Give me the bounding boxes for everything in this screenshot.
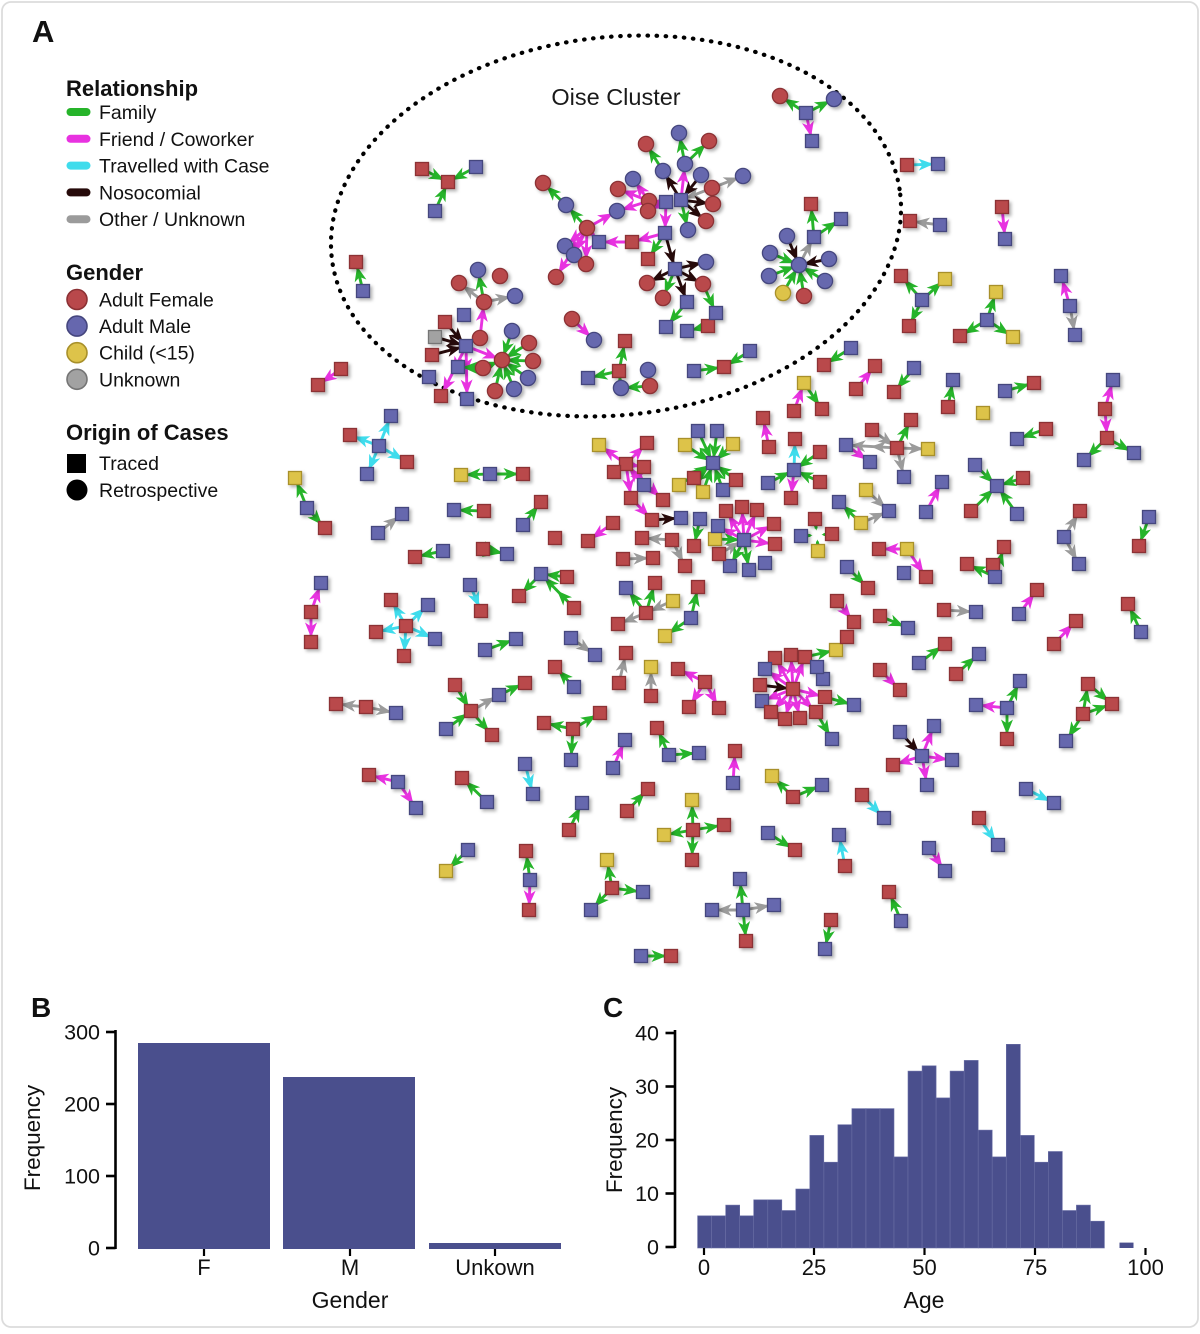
svg-text:M: M: [341, 1255, 359, 1280]
svg-text:Adult Female: Adult Female: [99, 290, 214, 312]
svg-text:100: 100: [1127, 1255, 1164, 1280]
svg-text:20: 20: [635, 1129, 659, 1153]
svg-text:Age: Age: [904, 1287, 945, 1313]
svg-text:Oise Cluster: Oise Cluster: [551, 84, 680, 110]
svg-text:Traced: Traced: [99, 453, 159, 475]
svg-text:Gender: Gender: [66, 260, 143, 285]
svg-text:Child (<15): Child (<15): [99, 343, 195, 365]
svg-text:Friend / Coworker: Friend / Coworker: [99, 129, 254, 151]
svg-text:300: 300: [64, 1021, 100, 1045]
svg-text:Relationship: Relationship: [66, 76, 198, 101]
svg-text:200: 200: [64, 1093, 100, 1117]
svg-text:Travelled with Case: Travelled with Case: [99, 156, 270, 178]
svg-text:25: 25: [802, 1255, 826, 1280]
svg-text:Origin of Cases: Origin of Cases: [66, 420, 229, 445]
svg-text:Unknown: Unknown: [99, 369, 180, 391]
svg-text:0: 0: [647, 1236, 659, 1260]
svg-text:A: A: [32, 14, 54, 49]
svg-text:Nosocomial: Nosocomial: [99, 182, 201, 204]
svg-text:40: 40: [635, 1022, 659, 1046]
svg-text:F: F: [197, 1255, 210, 1280]
svg-text:75: 75: [1023, 1255, 1047, 1280]
svg-text:Retrospective: Retrospective: [99, 480, 218, 502]
svg-text:0: 0: [88, 1237, 100, 1261]
svg-text:Other / Unknown: Other / Unknown: [99, 209, 245, 231]
svg-text:50: 50: [912, 1255, 936, 1280]
svg-text:Unkown: Unkown: [455, 1255, 534, 1280]
svg-text:Frequency: Frequency: [20, 1084, 45, 1191]
svg-text:B: B: [31, 992, 51, 1023]
svg-text:30: 30: [635, 1075, 659, 1099]
svg-text:C: C: [603, 992, 623, 1023]
svg-text:100: 100: [64, 1165, 100, 1189]
svg-text:Gender: Gender: [312, 1287, 389, 1313]
svg-text:Frequency: Frequency: [602, 1086, 627, 1193]
svg-text:Adult Male: Adult Male: [99, 316, 191, 338]
svg-text:Family: Family: [99, 102, 157, 124]
svg-text:0: 0: [698, 1255, 710, 1280]
svg-text:10: 10: [635, 1182, 659, 1206]
